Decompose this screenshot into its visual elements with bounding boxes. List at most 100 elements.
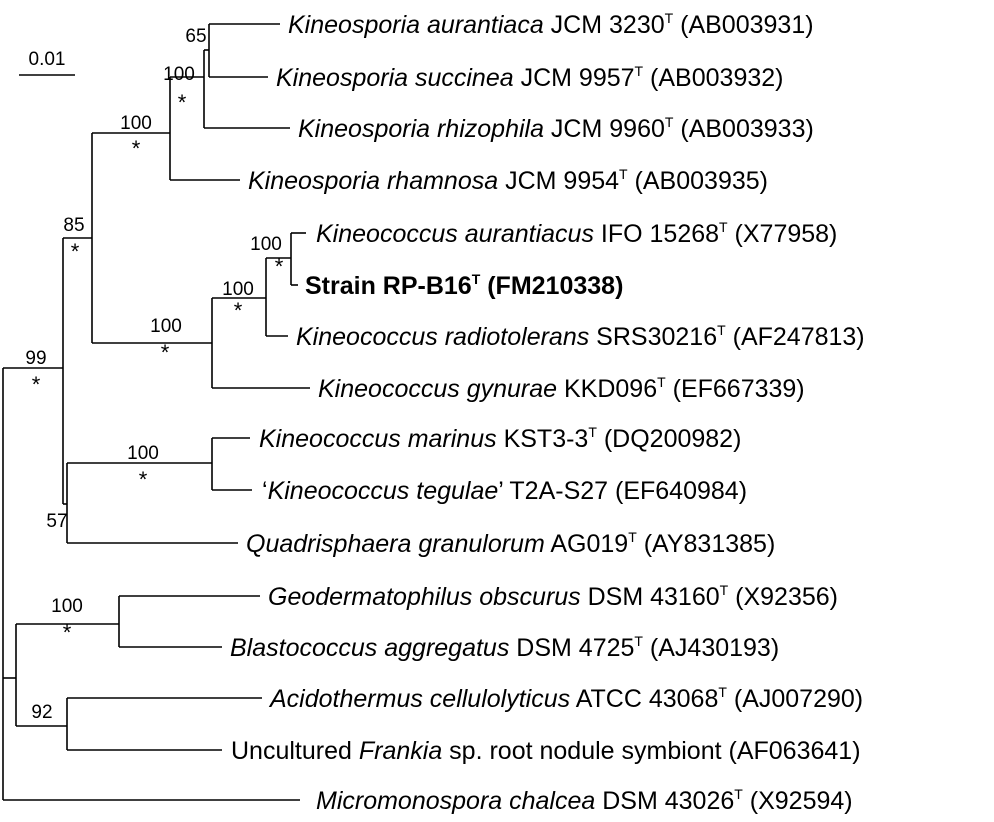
bootstrap-value: 100 [222,279,254,300]
tree-branches [2,23,310,801]
type-strain-superscript: T [719,219,728,235]
taxon-species-name: Kineococcus aurantiacus [316,220,594,248]
taxon-label: Kineococcus gynurae KKD096T (EF667339) [318,374,805,403]
type-strain-superscript: T [665,10,674,26]
taxon-species-name: Kineosporia aurantiaca [288,11,544,39]
type-strain-superscript: T [472,271,481,287]
taxon-label: Strain RP-B16T (FM210338) [305,271,623,300]
significant-node-marker: * [63,620,72,645]
significant-node-marker: * [71,239,80,264]
bootstrap-value: 100 [127,443,159,464]
taxon-accession: (AB003931) [673,11,813,39]
taxon-accession: (AB003933) [673,115,813,143]
taxon-species-name: Kineosporia succinea [276,64,514,92]
type-strain-superscript: T [720,582,729,598]
taxon-strain: DSM 43160 [581,583,720,611]
taxon-label: Micromonospora chalcea DSM 43026T (X9259… [316,786,853,815]
taxon-label: Acidothermus cellulolyticus ATCC 43068T … [268,684,863,713]
taxon-species-name: Acidothermus cellulolyticus [268,685,570,713]
type-strain-superscript: T [588,424,597,440]
type-strain-superscript: T [717,322,726,338]
taxon-species-name: Kineosporia rhamnosa [248,167,498,195]
taxon-accession: (AF247813) [726,323,865,351]
taxon-strain: Strain RP-B16 [305,272,472,300]
taxon-species-name: Frankia [359,737,442,765]
taxon-strain: JCM 3230 [544,11,665,39]
taxon-accession: (EF667339) [666,375,805,403]
taxon-label: Blastococcus aggregatus DSM 4725T (AJ430… [230,633,779,662]
taxon-label: Geodermatophilus obscurus DSM 43160T (X9… [268,582,838,611]
bootstrap-value: 57 [46,511,67,532]
taxon-prefix: Uncultured [231,737,359,765]
taxon-label: Kineococcus radiotolerans SRS30216T (AF2… [296,322,865,351]
taxon-label: Uncultured Frankia sp. root nodule symbi… [231,737,861,765]
bootstrap-value: 85 [63,215,84,236]
taxon-strain: JCM 9960 [544,115,665,143]
taxon-species-name: Quadrisphaera granulorum [246,530,545,558]
taxon-strain: AG019 [545,530,628,558]
type-strain-superscript: T [635,63,644,79]
taxon-species-name: Kineococcus tegulae [268,477,499,505]
bootstrap-value: 100 [51,596,83,617]
taxon-strain: DSM 43026 [595,787,734,815]
type-strain-superscript: T [665,114,674,130]
taxon-species-name: Micromonospora chalcea [316,787,595,815]
taxon-labels: Kineosporia aurantiaca JCM 3230T (AB0039… [230,10,865,815]
taxon-accession: (FM210338) [480,272,623,300]
bootstrap-value: 65 [185,26,206,47]
taxon-accession: (DQ200982) [597,425,742,453]
taxon-strain: ’ T2A-S27 (EF640984) [498,477,747,505]
scale-bar-label: 0.01 [29,49,66,70]
taxon-label: Quadrisphaera granulorum AG019T (AY83138… [246,529,775,558]
type-strain-superscript: T [718,684,727,700]
taxon-species-name: Blastococcus aggregatus [230,634,509,662]
significant-node-marker: * [32,372,41,397]
taxon-accession: (X92594) [743,787,853,815]
significant-node-marker: * [161,340,170,365]
taxon-species-name: Geodermatophilus obscurus [268,583,581,611]
taxon-strain: DSM 4725 [509,634,634,662]
taxon-prefix: ‘ [262,477,268,505]
scale-bar: 0.01 [19,49,75,76]
taxon-label: Kineosporia succinea JCM 9957T (AB003932… [276,63,783,92]
significant-node-marker: * [139,467,148,492]
taxon-species-name: Kineosporia rhizophila [298,115,544,143]
taxon-label: Kineosporia rhizophila JCM 9960T (AB0039… [298,114,814,143]
taxon-strain: IFO 15268 [594,220,719,248]
bootstrap-value: 100 [250,234,282,255]
taxon-strain: sp. root nodule symbiont (AF063641) [442,737,860,765]
taxon-strain: ATCC 43068 [570,685,718,713]
bootstrap-value: 92 [31,702,52,723]
significant-node-marker: * [132,136,141,161]
taxon-accession: (AB003932) [643,64,783,92]
taxon-strain: JCM 9954 [498,167,619,195]
taxon-species-name: Kineococcus marinus [259,425,497,453]
taxon-accession: (AJ430193) [643,634,779,662]
taxon-label: Kineococcus aurantiacus IFO 15268T (X779… [316,219,837,248]
type-strain-superscript: T [619,166,628,182]
taxon-accession: (X77958) [728,220,838,248]
bootstrap-value: 100 [120,113,152,134]
taxon-strain: JCM 9957 [514,64,635,92]
significant-node-marker: * [275,254,284,279]
bootstrap-value: 100 [163,64,195,85]
taxon-label: Kineosporia aurantiaca JCM 3230T (AB0039… [288,10,814,39]
type-strain-superscript: T [634,633,643,649]
type-strain-superscript: T [628,529,637,545]
taxon-strain: SRS30216 [589,323,717,351]
taxon-accession: (AY831385) [637,530,776,558]
taxon-label: Kineococcus marinus KST3-3T (DQ200982) [259,424,741,453]
type-strain-superscript: T [657,374,666,390]
taxon-label: ‘Kineococcus tegulae’ T2A-S27 (EF640984) [262,477,747,505]
taxon-label: Kineosporia rhamnosa JCM 9954T (AB003935… [248,166,768,195]
taxon-accession: (AB003935) [628,167,768,195]
bootstrap-value: 99 [25,348,46,369]
significant-node-marker: * [234,298,243,323]
taxon-strain: KST3-3 [497,425,589,453]
taxon-accession: (AJ007290) [727,685,863,713]
taxon-species-name: Kineococcus gynurae [318,375,557,403]
significant-node-marker: * [178,90,187,115]
bootstrap-value: 100 [150,316,182,337]
